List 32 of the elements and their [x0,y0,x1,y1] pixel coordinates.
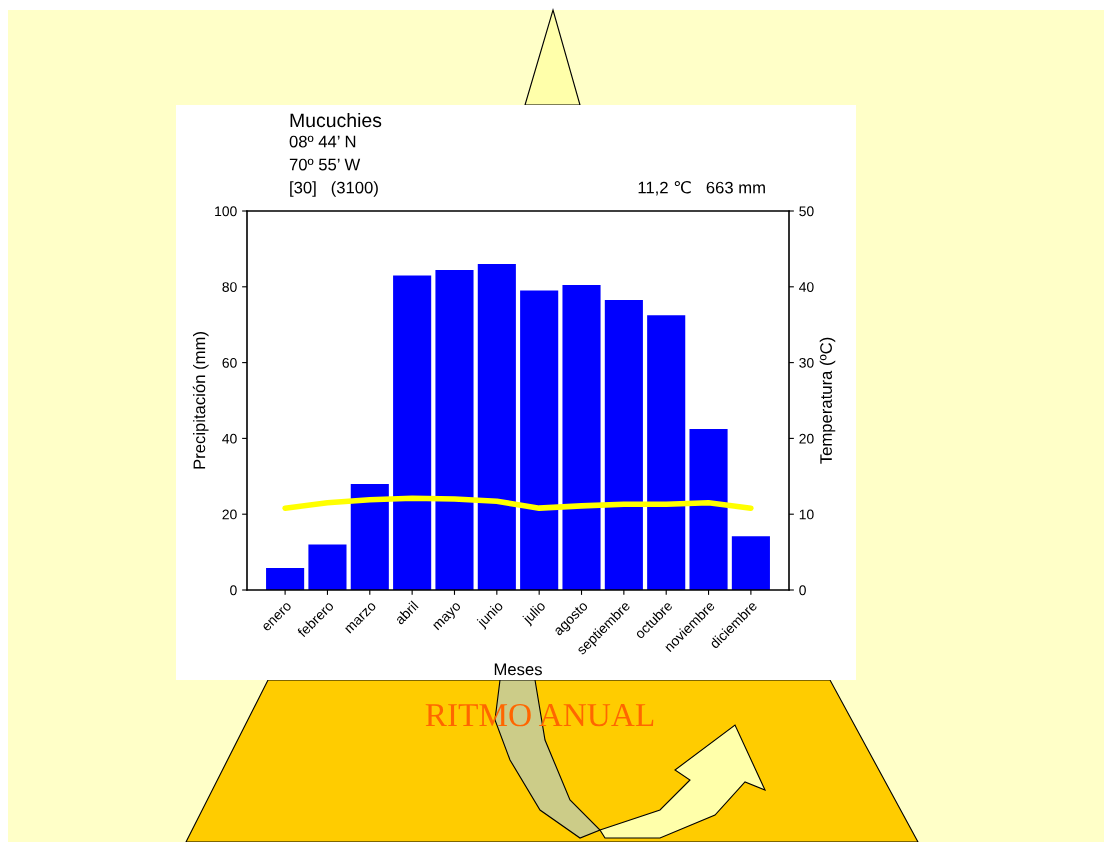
bar [393,275,432,590]
y-tick-label: 60 [222,357,237,368]
bar [562,284,601,590]
bar [308,544,347,590]
bar [350,483,389,590]
bar [435,270,474,590]
bar [604,300,643,590]
y-tick-label: 40 [222,433,237,444]
y2-tick-label: 0 [799,585,806,596]
bar [689,428,728,590]
y-tick-label: 0 [230,585,237,596]
y2-axis-title: Temperatura (ºC) [819,337,836,464]
y2-tick-label: 50 [799,206,814,217]
text: 08º 44’ N [289,135,356,148]
y2-tick-label: 20 [799,433,814,444]
text: [30] (3100) [290,181,378,197]
text: 11,2 ℃ 663 mm [638,180,765,196]
y-axis-title: Precipitación (mm) [192,332,209,469]
bar [266,568,305,590]
bar [520,290,559,590]
y2-tick-label: 40 [799,282,814,292]
y-tick-label: 80 [222,282,237,292]
text: 70º 55’ W [289,158,361,171]
bar [731,536,770,590]
chart-title: Mucuchies [290,112,382,128]
bar [647,315,686,590]
y-tick-label: 100 [215,206,237,217]
bar [477,264,516,590]
y2-tick-label: 30 [799,357,814,368]
y2-tick-label: 10 [799,509,814,520]
x-axis-title: Meses [494,663,542,676]
y-tick-label: 20 [222,509,237,520]
